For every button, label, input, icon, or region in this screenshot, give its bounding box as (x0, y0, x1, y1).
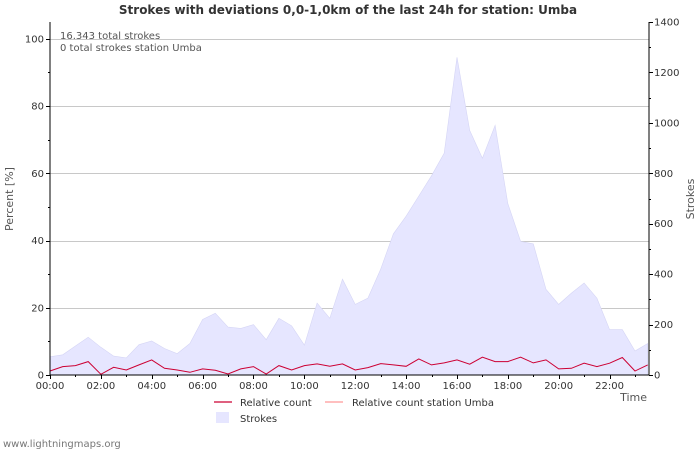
x-tick-label: 00:00 (36, 381, 65, 392)
info-station-strokes: 0 total strokes station Umba (60, 43, 202, 54)
relative-count-line (49, 356, 648, 375)
info-total-strokes: 16.343 total strokes (60, 31, 160, 42)
x-tick-label: 18:00 (493, 381, 522, 392)
y-right-axis: 0 200 400 600 800 1000 1200 1400 (649, 18, 679, 382)
y-right-tick-label: 0 (654, 371, 660, 382)
y-right-tick-label: 800 (654, 169, 673, 180)
x-tick-label: 22:00 (595, 381, 624, 392)
y-left-tick-label: 60 (31, 169, 44, 180)
y-right-tick-label: 400 (654, 270, 673, 281)
y-left-label: Percent [%] (3, 167, 16, 231)
x-tick-label: 08:00 (239, 381, 268, 392)
x-tick-label: 02:00 (86, 381, 115, 392)
x-tick-label: 10:00 (290, 381, 319, 392)
x-tick-label: 12:00 (341, 381, 370, 392)
y-right-tick-label: 200 (654, 320, 673, 331)
legend-relative-count-label: Relative count (240, 398, 312, 409)
y-right-tick-label: 1400 (654, 18, 679, 29)
y-left-axis: 0 20 40 60 80 100 (25, 34, 50, 382)
x-tick-label: 04:00 (137, 381, 166, 392)
y-left-tick-label: 0 (38, 371, 44, 382)
y-left-tick-label: 100 (25, 34, 44, 45)
y-right-tick-label: 600 (654, 219, 673, 230)
x-tick-label: 06:00 (188, 381, 217, 392)
legend: Relative count Relative count station Um… (214, 398, 494, 425)
y-right-label: Strokes (684, 178, 697, 219)
chart-title: Strokes with deviations 0,0-1,0km of the… (119, 3, 577, 17)
x-axis: 00:00 02:00 04:00 06:00 08:00 10:00 12:00 14:00… (36, 375, 636, 392)
x-tick-label: 16:00 (443, 381, 472, 392)
legend-strokes-swatch (216, 412, 229, 423)
y-right-tick-label: 1000 (654, 118, 679, 129)
strokes-series (49, 57, 648, 376)
x-tick-label: 20:00 (544, 381, 573, 392)
x-axis-label: Time (619, 391, 647, 404)
x-tick-label: 14:00 (392, 381, 421, 392)
footer-site: www.lightningmaps.org (3, 439, 121, 450)
relative-count-series (49, 356, 648, 375)
y-right-tick-label: 1200 (654, 68, 679, 79)
legend-strokes-label: Strokes (240, 414, 277, 425)
legend-relative-count-station-label: Relative count station Umba (352, 398, 494, 409)
y-left-tick-label: 40 (31, 236, 44, 247)
strokes-area (49, 57, 648, 376)
y-left-tick-label: 20 (31, 303, 44, 314)
y-left-tick-label: 80 (31, 102, 44, 113)
